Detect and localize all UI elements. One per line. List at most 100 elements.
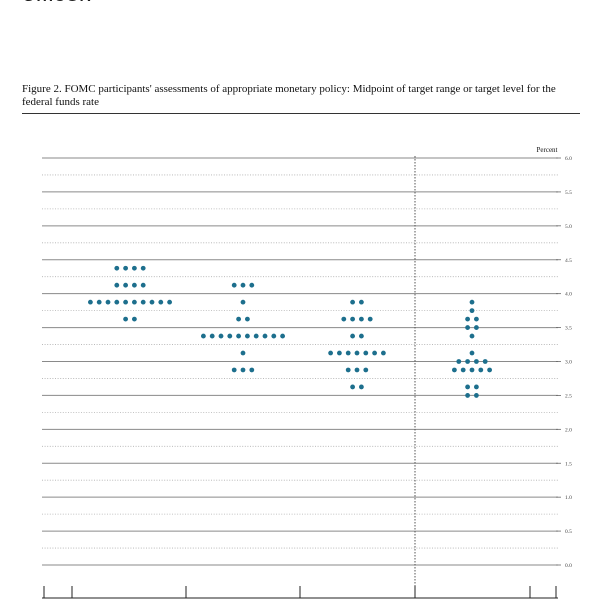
data-dot <box>474 316 479 322</box>
data-dot <box>123 265 128 271</box>
data-dot <box>132 282 137 288</box>
y-tick-label: 0.5 <box>565 529 572 535</box>
data-dot <box>240 299 246 305</box>
data-dot <box>240 367 246 373</box>
data-dot <box>354 367 360 373</box>
data-dot <box>245 316 250 322</box>
data-dot <box>469 367 475 373</box>
data-dot <box>372 350 377 356</box>
data-dot <box>460 367 466 373</box>
data-dot <box>132 265 137 271</box>
data-dot <box>337 350 342 356</box>
data-dot <box>249 367 255 373</box>
data-dot <box>253 333 259 339</box>
data-dot <box>158 299 164 305</box>
data-dot <box>474 359 479 364</box>
data-dot <box>465 359 470 364</box>
data-dot <box>140 299 146 305</box>
y-tick-label: 4.0 <box>565 292 572 298</box>
data-dot <box>469 299 475 305</box>
x-axis <box>42 586 558 599</box>
data-dot <box>88 299 93 305</box>
data-dot <box>96 299 102 305</box>
title-rule <box>22 113 580 114</box>
data-dot <box>367 316 373 322</box>
y-tick-label: 1.0 <box>565 495 572 501</box>
data-dot <box>469 308 475 314</box>
data-dot <box>465 316 470 322</box>
data-dot <box>218 333 224 339</box>
y-tick-labels: 0.0 0.5 1.0 1.5 2.0 2.5 3.0 3.5 4.0 4.5 5.0 5.5 6.0 <box>556 156 572 569</box>
data-dot <box>245 333 250 339</box>
data-dots <box>88 265 492 398</box>
data-dot <box>465 325 470 330</box>
data-dot <box>271 333 277 339</box>
data-dot <box>354 350 360 356</box>
data-dot <box>240 350 246 356</box>
data-dot <box>140 265 146 271</box>
data-dot <box>236 333 242 339</box>
y-tick-label: 2.0 <box>565 427 572 433</box>
data-dot <box>132 299 137 305</box>
data-dot <box>487 367 492 373</box>
data-dot <box>474 325 479 330</box>
page-text-fragment: officer. <box>22 0 92 8</box>
data-dot <box>474 393 479 398</box>
data-dot <box>359 384 364 390</box>
data-dot <box>240 282 246 288</box>
y-tick-label: 6.0 <box>565 156 572 162</box>
data-dot <box>167 299 173 305</box>
data-dot <box>140 282 146 288</box>
y-tick-label: 4.5 <box>565 258 572 264</box>
data-dot <box>114 299 120 305</box>
data-dot <box>123 299 128 305</box>
y-tick-label: 2.5 <box>565 393 572 399</box>
y-axis-label: Percent <box>537 146 558 154</box>
y-tick-label: 3.0 <box>565 360 572 366</box>
data-dot <box>227 333 233 339</box>
data-dot <box>105 299 111 305</box>
data-dot <box>478 367 484 373</box>
data-dot <box>350 333 355 339</box>
data-dot <box>236 316 242 322</box>
data-dot <box>359 299 364 305</box>
data-dot <box>201 333 206 339</box>
data-dot <box>280 333 285 339</box>
data-dot <box>469 350 475 356</box>
data-dot <box>328 350 333 356</box>
data-dot <box>149 299 155 305</box>
data-dot <box>350 316 355 322</box>
data-dot <box>363 367 369 373</box>
figure-title: Figure 2. FOMC participants' assessments… <box>22 83 556 108</box>
y-tick-label: 0.0 <box>565 563 572 569</box>
data-dot <box>474 384 479 390</box>
data-dot <box>132 316 137 322</box>
data-dot <box>345 350 351 356</box>
data-dot <box>262 333 268 339</box>
data-dot <box>359 316 364 322</box>
data-dot <box>359 333 364 339</box>
data-dot <box>249 282 255 288</box>
data-dot <box>231 282 237 288</box>
y-tick-label: 1.5 <box>565 461 572 467</box>
y-tick-label: 5.5 <box>565 190 572 196</box>
data-dot <box>341 316 347 322</box>
data-dot <box>114 282 120 288</box>
data-dot <box>209 333 215 339</box>
data-dot <box>381 350 386 356</box>
data-dot <box>465 393 470 398</box>
data-dot <box>482 359 488 364</box>
data-dot <box>114 265 120 271</box>
y-tick-label: 3.5 <box>565 326 572 332</box>
data-dot <box>123 282 128 288</box>
data-dot <box>469 333 475 339</box>
data-dot <box>456 359 462 364</box>
data-dot <box>465 384 470 390</box>
data-dot <box>350 299 355 305</box>
data-dot <box>363 350 369 356</box>
data-dot <box>345 367 351 373</box>
data-dot <box>350 384 355 390</box>
data-dot <box>123 316 128 322</box>
data-dot <box>452 367 457 373</box>
